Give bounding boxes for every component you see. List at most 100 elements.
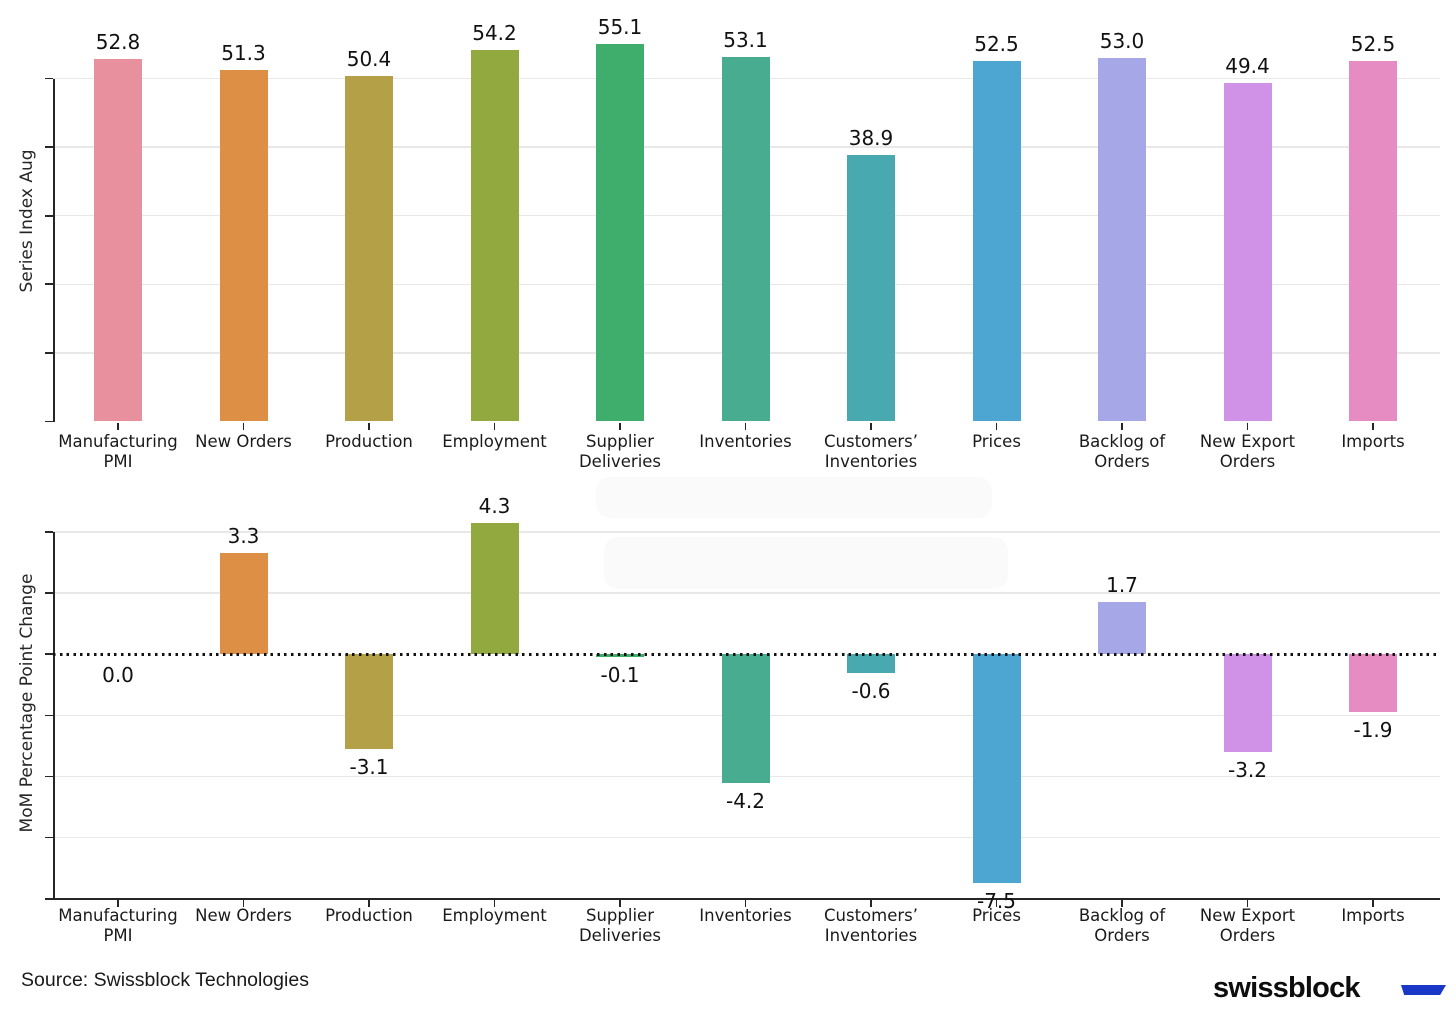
x-label-new-orders: New Orders xyxy=(195,432,292,451)
value-label-customers-inventories: 38.9 xyxy=(848,125,894,150)
x-tick xyxy=(1246,900,1249,907)
x-tick xyxy=(744,900,747,907)
x-label-prices: Prices xyxy=(972,432,1021,451)
bar-supplier-deliveries xyxy=(596,654,644,658)
y-axis-spine xyxy=(53,532,55,899)
x-tick xyxy=(619,900,621,907)
x-label-imports: Imports xyxy=(1341,432,1405,451)
bar-backlog-of-orders xyxy=(1098,57,1146,422)
x-tick xyxy=(995,422,998,430)
x-tick xyxy=(493,422,496,430)
value-label-new-export-orders: 49.4 xyxy=(1225,53,1270,78)
value-label-supplier-deliveries: 55.1 xyxy=(597,14,643,39)
y-tick xyxy=(45,352,53,354)
value-label-manufacturing-pmi: 0.0 xyxy=(102,663,134,688)
x-label-production: Production xyxy=(325,432,413,451)
watermark-band xyxy=(604,537,1008,589)
x-label-manufacturing-pmi: Manufacturing PMI xyxy=(58,906,178,945)
y-tick xyxy=(45,283,53,286)
x-tick xyxy=(619,422,621,430)
value-label-prices: 52.5 xyxy=(974,32,1019,57)
y-tick xyxy=(45,592,53,595)
x-label-new-export-orders: New Export Orders xyxy=(1199,432,1296,471)
y-tick xyxy=(45,77,53,80)
bar-customers-inventories xyxy=(847,654,895,673)
value-label-inventories: 53.1 xyxy=(723,28,768,53)
x-tick xyxy=(870,422,872,430)
y-tick xyxy=(45,653,53,656)
bar-new-export-orders xyxy=(1223,82,1272,422)
value-label-production: 50.4 xyxy=(346,46,392,71)
x-label-customers-inventories: Customers’ Inventories xyxy=(824,906,918,945)
x-tick xyxy=(493,900,496,907)
logo-text: swissblock xyxy=(1213,972,1361,1004)
x-tick xyxy=(1121,900,1123,907)
gridline xyxy=(53,531,1440,533)
bar-supplier-deliveries xyxy=(596,43,644,422)
x-label-new-export-orders: New Export Orders xyxy=(1199,906,1296,945)
x-label-backlog-of-orders: Backlog of Orders xyxy=(1078,906,1166,945)
x-tick xyxy=(242,422,245,430)
x-label-employment: Employment xyxy=(442,906,547,925)
value-label-backlog-of-orders: 1.7 xyxy=(1106,573,1138,598)
bar-customers-inventories xyxy=(847,154,895,422)
y-axis-spine xyxy=(53,78,55,422)
x-tick xyxy=(368,900,370,907)
x-label-customers-inventories: Customers’ Inventories xyxy=(824,432,918,471)
value-label-backlog-of-orders: 53.0 xyxy=(1099,28,1145,53)
bar-manufacturing-pmi xyxy=(94,59,142,422)
x-tick xyxy=(870,900,872,907)
bar-new-orders xyxy=(219,69,268,422)
x-label-inventories: Inventories xyxy=(699,432,792,451)
y-tick xyxy=(45,146,53,148)
x-label-production: Production xyxy=(325,906,413,925)
zero-line xyxy=(53,653,1440,656)
x-tick xyxy=(117,900,119,907)
x-label-new-orders: New Orders xyxy=(195,906,292,925)
watermark-band xyxy=(596,477,992,518)
bar-new-orders xyxy=(219,553,268,655)
value-label-imports: -1.9 xyxy=(1353,718,1393,743)
value-label-employment: 4.3 xyxy=(478,493,511,518)
x-label-backlog-of-orders: Backlog of Orders xyxy=(1078,432,1166,471)
y-tick xyxy=(45,531,53,533)
value-label-employment: 54.2 xyxy=(472,20,517,45)
x-tick xyxy=(1121,422,1123,430)
y-tick xyxy=(45,714,53,717)
bar-imports xyxy=(1349,654,1397,713)
x-label-supplier-deliveries: Supplier Deliveries xyxy=(578,906,662,945)
x-tick xyxy=(242,900,245,907)
bar-new-export-orders xyxy=(1223,654,1272,753)
y-tick xyxy=(45,420,53,423)
x-label-employment: Employment xyxy=(442,432,547,451)
value-label-inventories: -4.2 xyxy=(725,788,766,813)
x-tick xyxy=(1372,422,1374,430)
bar-inventories xyxy=(721,57,770,422)
x-tick xyxy=(995,900,998,907)
x-tick xyxy=(1372,900,1374,907)
bar-inventories xyxy=(721,654,770,783)
x-label-imports: Imports xyxy=(1341,906,1405,925)
value-label-new-orders: 51.3 xyxy=(221,40,266,65)
bar-production xyxy=(345,75,393,422)
bar-imports xyxy=(1349,61,1397,422)
y-tick xyxy=(45,897,53,900)
gridline xyxy=(53,592,1440,594)
x-tick xyxy=(368,422,370,430)
logo-mark-icon xyxy=(1401,985,1446,995)
x-tick xyxy=(744,422,747,430)
source-text: Source: Swissblock Technologies xyxy=(21,969,309,991)
x-label-inventories: Inventories xyxy=(699,906,792,925)
x-tick xyxy=(117,422,119,430)
bar-employment xyxy=(470,522,519,655)
bar-prices xyxy=(972,654,1021,884)
value-label-supplier-deliveries: -0.1 xyxy=(600,663,640,688)
bar-backlog-of-orders xyxy=(1098,602,1146,655)
x-tick xyxy=(1246,422,1249,430)
value-label-new-export-orders: -3.2 xyxy=(1227,758,1268,783)
x-label-manufacturing-pmi: Manufacturing PMI xyxy=(58,432,178,471)
y-tick xyxy=(45,775,53,778)
bar-production xyxy=(345,654,393,749)
